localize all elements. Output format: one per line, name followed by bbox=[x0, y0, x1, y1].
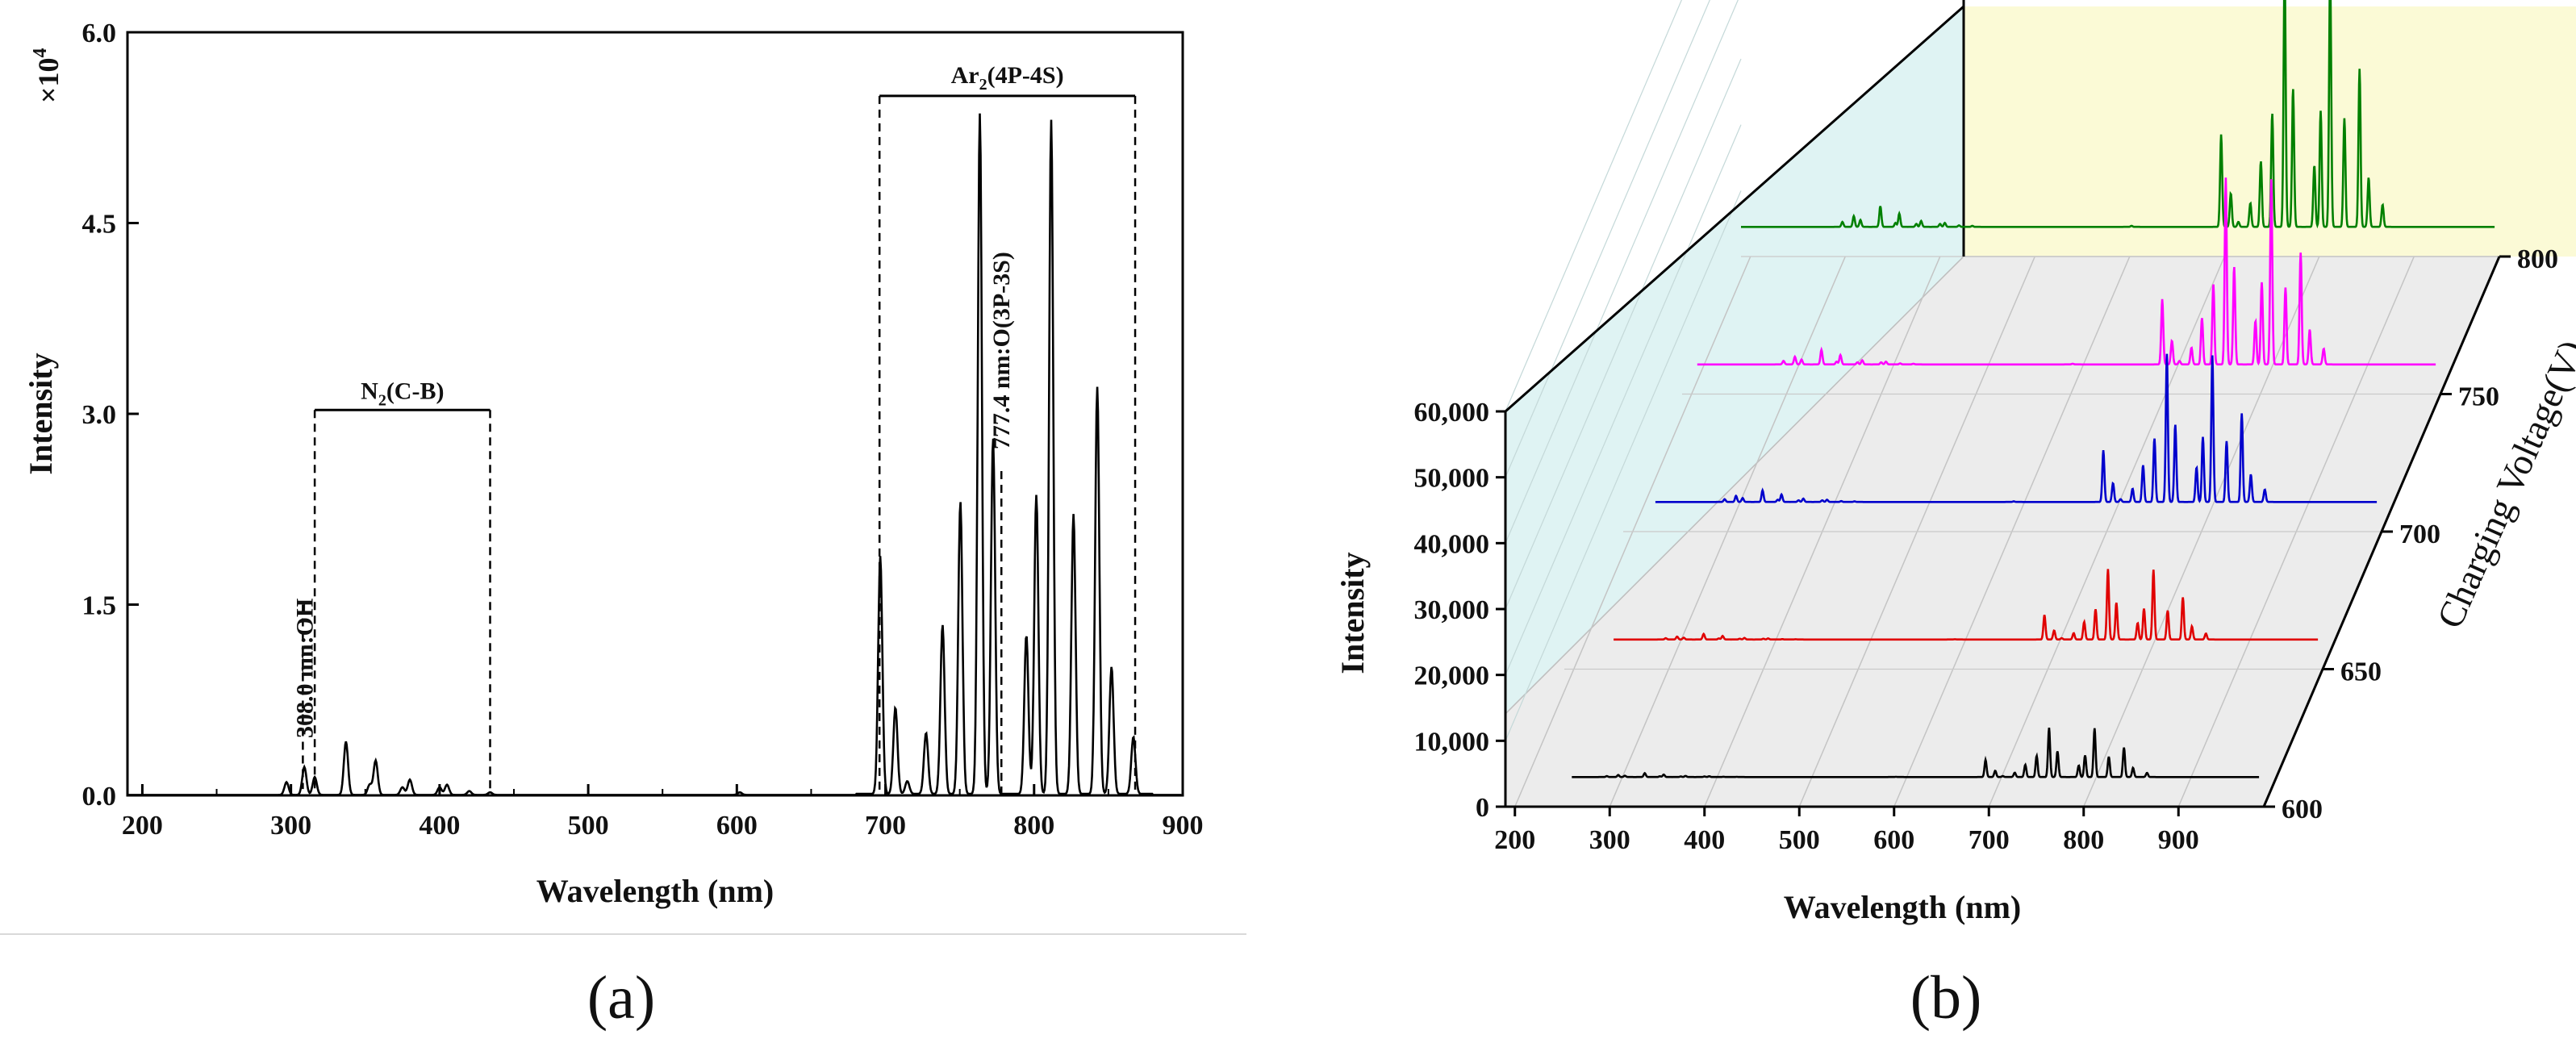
chart-a-x-axis-label: Wavelength (nm) bbox=[536, 873, 774, 909]
chart-a-x-tick-label: 600 bbox=[716, 811, 758, 841]
chart-a-y-tick-label: 4.5 bbox=[82, 210, 117, 240]
n2-label-subscript: 2 bbox=[378, 391, 386, 409]
n2-label-rest: (C-B) bbox=[386, 378, 445, 404]
chart-a-y-tick-label: 3.0 bbox=[82, 400, 117, 430]
chart-b-wall-gridline bbox=[1505, 0, 1683, 412]
chart-b-y-tick-label: 60,000 bbox=[1414, 398, 1490, 428]
chart-a-y-tick-label: 6.0 bbox=[82, 19, 117, 48]
chart-b-x-axis-label: Wavelength (nm) bbox=[1784, 889, 2021, 925]
chart-b-y-tick-label: 0 bbox=[1476, 793, 1489, 823]
chart-b-x-tick-label: 800 bbox=[2063, 825, 2104, 855]
chart-a-y-multiplier: ×104 bbox=[30, 48, 65, 103]
chart-a-annotations: N2(C-B)Ar2(4P-4S)777.4 nm:O(3P-3S)308.0 … bbox=[291, 62, 1137, 793]
chart-b-wall-gridline bbox=[1505, 0, 1710, 478]
chart-a-y-tick-label: 1.5 bbox=[82, 591, 117, 621]
chart-b-z-tick-label: 650 bbox=[2340, 657, 2382, 687]
chart-a-y-axis-label: Intensity bbox=[23, 353, 59, 474]
chart-b-z-tick-label: 700 bbox=[2399, 520, 2440, 549]
chart-b-x-tick-label: 500 bbox=[1779, 825, 1820, 855]
chart-b-trace-600 bbox=[1572, 727, 2260, 778]
chart-b-wall-gridline bbox=[1505, 124, 1742, 675]
chart-b-x-tick-label: 600 bbox=[1873, 825, 1914, 855]
chart-b-x-tick-label: 200 bbox=[1494, 825, 1535, 855]
chart-b-wall-gridline bbox=[1505, 58, 1742, 610]
chart-b-trace-800 bbox=[1741, 0, 2495, 229]
chart-b: 200 300 400 500 600 700 800 900 0 10,000 20,000 30,… bbox=[1334, 0, 2576, 1032]
chart-b-z-tick-label: 800 bbox=[2517, 244, 2558, 274]
chart-a-x-tick-label: 800 bbox=[1013, 811, 1054, 841]
chart-a-ticks: 200 300 400 500 600 700 800 900 0.0 1.5 3.0 4.5 6.0 bbox=[82, 19, 1204, 841]
chart-a-x-tick-label: 300 bbox=[270, 811, 311, 841]
chart-a-spectrum-line bbox=[127, 113, 1182, 796]
chart-a: 200 300 400 500 600 700 800 9000.01.53.04.56.0 … bbox=[0, 19, 1246, 1032]
chart-b-z-tick-label: 750 bbox=[2458, 382, 2499, 412]
panel-label-b: (b) bbox=[1910, 964, 1982, 1032]
n2-band-label: N2(C-B) bbox=[361, 378, 444, 409]
chart-b-y-axis-label: Intensity bbox=[1334, 552, 1371, 674]
chart-b-wall-gridline bbox=[1505, 190, 1742, 741]
chart-b-z-axis-label: Charging Voltage(V) bbox=[2429, 334, 2576, 634]
chart-b-z-tick-label: 600 bbox=[2282, 795, 2323, 824]
chart-b-traces bbox=[1572, 0, 2495, 778]
chart-a-y-multiplier-base: ×10 bbox=[32, 57, 65, 103]
chart-a-x-tick-label: 700 bbox=[865, 811, 906, 841]
n2-label-main: N bbox=[361, 378, 378, 404]
chart-a-y-multiplier-exponent: 4 bbox=[30, 48, 51, 57]
chart-b-left-top-edge bbox=[1505, 5, 1964, 413]
chart-a-x-tick-label: 200 bbox=[122, 811, 163, 841]
chart-b-x-tick-label: 300 bbox=[1589, 825, 1630, 855]
chart-b-y-tick-label: 20,000 bbox=[1414, 661, 1490, 691]
ar2-label-rest: (4P-4S) bbox=[987, 62, 1064, 89]
chart-b-gridlines bbox=[1505, 0, 2499, 807]
chart-a-x-tick-label: 900 bbox=[1163, 811, 1204, 841]
chart-b-x-tick-label: 400 bbox=[1684, 825, 1725, 855]
chart-b-wall-gridline bbox=[1505, 0, 1739, 544]
chart-b-trace-700 bbox=[1655, 353, 2378, 503]
chart-b-y-tick-label: 50,000 bbox=[1414, 464, 1490, 494]
chart-a-x-tick-label: 500 bbox=[568, 811, 609, 841]
panel-label-a: (a) bbox=[587, 964, 655, 1032]
o-line-annotation: 777.4 nm:O(3P-3S) bbox=[988, 252, 1015, 449]
chart-a-x-tick-label: 400 bbox=[419, 811, 460, 841]
ar2-band-label: Ar2(4P-4S) bbox=[951, 62, 1064, 94]
chart-b-trace-650 bbox=[1614, 569, 2319, 641]
chart-b-y-tick-label: 30,000 bbox=[1414, 595, 1490, 625]
chart-b-y-tick-label: 40,000 bbox=[1414, 529, 1490, 559]
ar2-label-subscript: 2 bbox=[979, 76, 987, 94]
chart-b-ticks: 200 300 400 500 600 700 800 900 0 10,000 20,000 30,… bbox=[1414, 244, 2559, 855]
chart-b-back-wall bbox=[1964, 6, 2576, 257]
chart-b-trace-750 bbox=[1697, 177, 2436, 366]
oh-line-annotation: 308.0 nm:OH bbox=[291, 599, 318, 738]
chart-b-y-tick-label: 10,000 bbox=[1414, 727, 1490, 757]
chart-a-y-tick-label: 0.0 bbox=[82, 782, 117, 812]
chart-b-x-tick-label: 700 bbox=[1969, 825, 2010, 855]
chart-b-x-tick-label: 900 bbox=[2158, 825, 2199, 855]
ar2-label-main: Ar bbox=[951, 62, 979, 89]
